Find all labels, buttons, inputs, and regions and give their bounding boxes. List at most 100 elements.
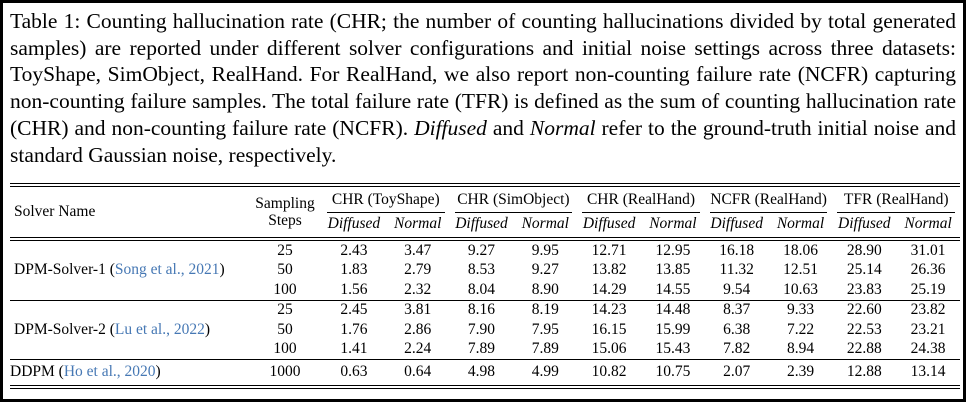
sampling-steps-value: 50 — [277, 320, 293, 338]
table-caption: Table 1: Counting hallucination rate (CH… — [10, 8, 956, 168]
metric-value: 23.83 — [846, 280, 882, 298]
metric-value: 7.90 — [467, 320, 496, 338]
header-sub-row: Diffused Normal Diffused Normal Diffused… — [10, 213, 960, 239]
metric-value: 23.82 — [896, 299, 961, 321]
subheader-diffused: Diffused — [327, 215, 381, 233]
solver-name-cell: DPM-Solver-1 (Song et al., 2021) — [10, 237, 248, 301]
table-row: 50 1.83 2.79 8.53 9.27 13.82 13.85 11.32 12.51 25… — [10, 261, 960, 281]
column-header-solver-name: Solver Name — [14, 203, 96, 221]
subheader-diffused: Diffused — [838, 215, 891, 233]
metric-value: 6.38 — [723, 320, 751, 338]
table-body: DPM-Solver-1 (Song et al., 2021) 25 2.43 3.… — [10, 237, 961, 389]
caption-text-segment: refer to the ground-truth initial noise … — [10, 115, 956, 167]
metric-value: 8.53 — [467, 261, 496, 279]
metric-value: 3.47 — [385, 237, 450, 261]
caption-text-segment: Table 1: Counting hallucination rate (CH… — [10, 9, 956, 140]
metric-value: 12.71 — [577, 237, 641, 261]
metric-value: 7.95 — [531, 320, 559, 338]
metric-value: 10.82 — [577, 359, 641, 389]
table-header: Solver Name Sampling Steps CHR (ToyShape… — [10, 185, 960, 239]
caption-text-segment: and — [486, 115, 530, 140]
metric-value: 8.16 — [449, 299, 514, 321]
subheader-normal: Normal — [904, 215, 952, 233]
group-header-tfr-realhand: TFR (RealHand) — [832, 185, 960, 214]
metric-value: 7.89 — [531, 340, 559, 358]
results-table: Solver Name Sampling Steps CHR (ToyShape… — [10, 183, 961, 389]
metric-value: 22.60 — [832, 299, 897, 321]
sampling-steps-value: 100 — [273, 280, 297, 298]
metric-value: 14.48 — [640, 299, 705, 321]
metric-value: 2.24 — [404, 340, 432, 358]
metric-value: 1.76 — [340, 320, 368, 338]
sampling-steps-line1: Sampling — [255, 194, 315, 212]
metric-value: 16.18 — [704, 237, 769, 261]
subheader-diffused: Diffused — [710, 215, 763, 233]
table-row: 100 1.56 2.32 8.04 8.90 14.29 14.55 9.54 10.63 23… — [10, 280, 960, 300]
metric-value: 22.53 — [846, 320, 882, 338]
sampling-steps-value: 25 — [248, 299, 322, 321]
sampling-steps-value: 1000 — [248, 359, 322, 389]
metric-value: 8.19 — [513, 299, 578, 321]
metric-value: 0.63 — [322, 359, 386, 389]
metric-value: 2.45 — [322, 299, 386, 321]
metric-value: 16.15 — [591, 320, 627, 338]
metric-value: 14.55 — [655, 280, 691, 298]
metric-value: 4.98 — [449, 359, 514, 389]
sampling-steps-value: 25 — [248, 237, 322, 261]
group-header-chr-realhand: CHR (RealHand) — [577, 185, 705, 214]
subheader-diffused: Diffused — [455, 215, 508, 233]
metric-value: 7.89 — [467, 340, 496, 358]
subheader-diffused: Diffused — [582, 215, 636, 233]
metric-value: 14.23 — [577, 299, 641, 321]
metric-value: 28.90 — [832, 237, 897, 261]
column-header-sampling-steps: Sampling Steps — [248, 185, 322, 239]
subheader-normal: Normal — [776, 215, 825, 233]
metric-value: 13.82 — [591, 261, 627, 279]
metric-value: 2.39 — [768, 359, 833, 389]
metric-value: 8.37 — [704, 299, 769, 321]
metric-value: 8.04 — [467, 280, 496, 298]
sampling-steps-value: 50 — [277, 261, 293, 279]
metric-value: 25.14 — [846, 261, 882, 279]
metric-value: 26.36 — [910, 261, 946, 279]
group-header-chr-simobject: CHR (SimObject) — [450, 185, 578, 214]
solver-name-cell: DPM-Solver-2 (Lu et al., 2022) — [10, 299, 248, 360]
metric-value: 8.90 — [531, 280, 559, 298]
metric-value: 2.07 — [704, 359, 769, 389]
metric-value: 24.38 — [910, 340, 946, 358]
metric-value: 14.29 — [591, 280, 627, 298]
metric-value: 25.19 — [910, 280, 946, 298]
solver-name-text: DPM-Solver-1 ( — [14, 261, 115, 279]
citation-link[interactable]: Song et al., 2021 — [114, 261, 220, 279]
solver-name-text: DDPM ( — [10, 363, 64, 381]
table-row: 50 1.76 2.86 7.90 7.95 16.15 15.99 6.38 7.22 22.5… — [10, 320, 960, 340]
metric-value: 15.06 — [591, 340, 627, 358]
group-header-chr-toyshape: CHR (ToyShape) — [322, 185, 450, 214]
metric-value: 2.86 — [404, 320, 432, 338]
citation-link[interactable]: Lu et al., 2022 — [114, 320, 205, 338]
table-row: DPM-Solver-2 (Lu et al., 2022) 25 2.45 3.81… — [10, 299, 961, 360]
metric-value: 11.32 — [719, 261, 754, 279]
caption-italic-diffused: Diffused — [414, 115, 487, 140]
metric-value: 8.94 — [786, 340, 815, 358]
metric-value: 0.64 — [385, 359, 450, 389]
citation-close-paren: ) — [155, 363, 161, 381]
metric-value: 31.01 — [896, 237, 961, 261]
metric-value: 10.75 — [640, 359, 705, 389]
group-header-ncfr-realhand: NCFR (RealHand) — [705, 185, 833, 214]
table-row: DPM-Solver-1 (Song et al., 2021) 25 2.43 3.… — [10, 237, 961, 301]
subheader-normal: Normal — [394, 215, 442, 233]
subheader-normal: Normal — [521, 215, 569, 233]
metric-value: 9.95 — [513, 237, 578, 261]
sampling-steps-line2: Steps — [268, 212, 302, 230]
metric-value: 2.32 — [404, 280, 432, 298]
metric-value: 9.33 — [768, 299, 833, 321]
citation-link[interactable]: Ho et al., 2020 — [63, 363, 156, 381]
metric-value: 9.27 — [531, 261, 559, 279]
metric-value: 4.99 — [513, 359, 578, 389]
solver-name-text: DPM-Solver-2 ( — [14, 320, 115, 338]
metric-value: 1.56 — [340, 280, 368, 298]
metric-value: 10.63 — [783, 280, 818, 298]
metric-value: 12.95 — [640, 237, 705, 261]
